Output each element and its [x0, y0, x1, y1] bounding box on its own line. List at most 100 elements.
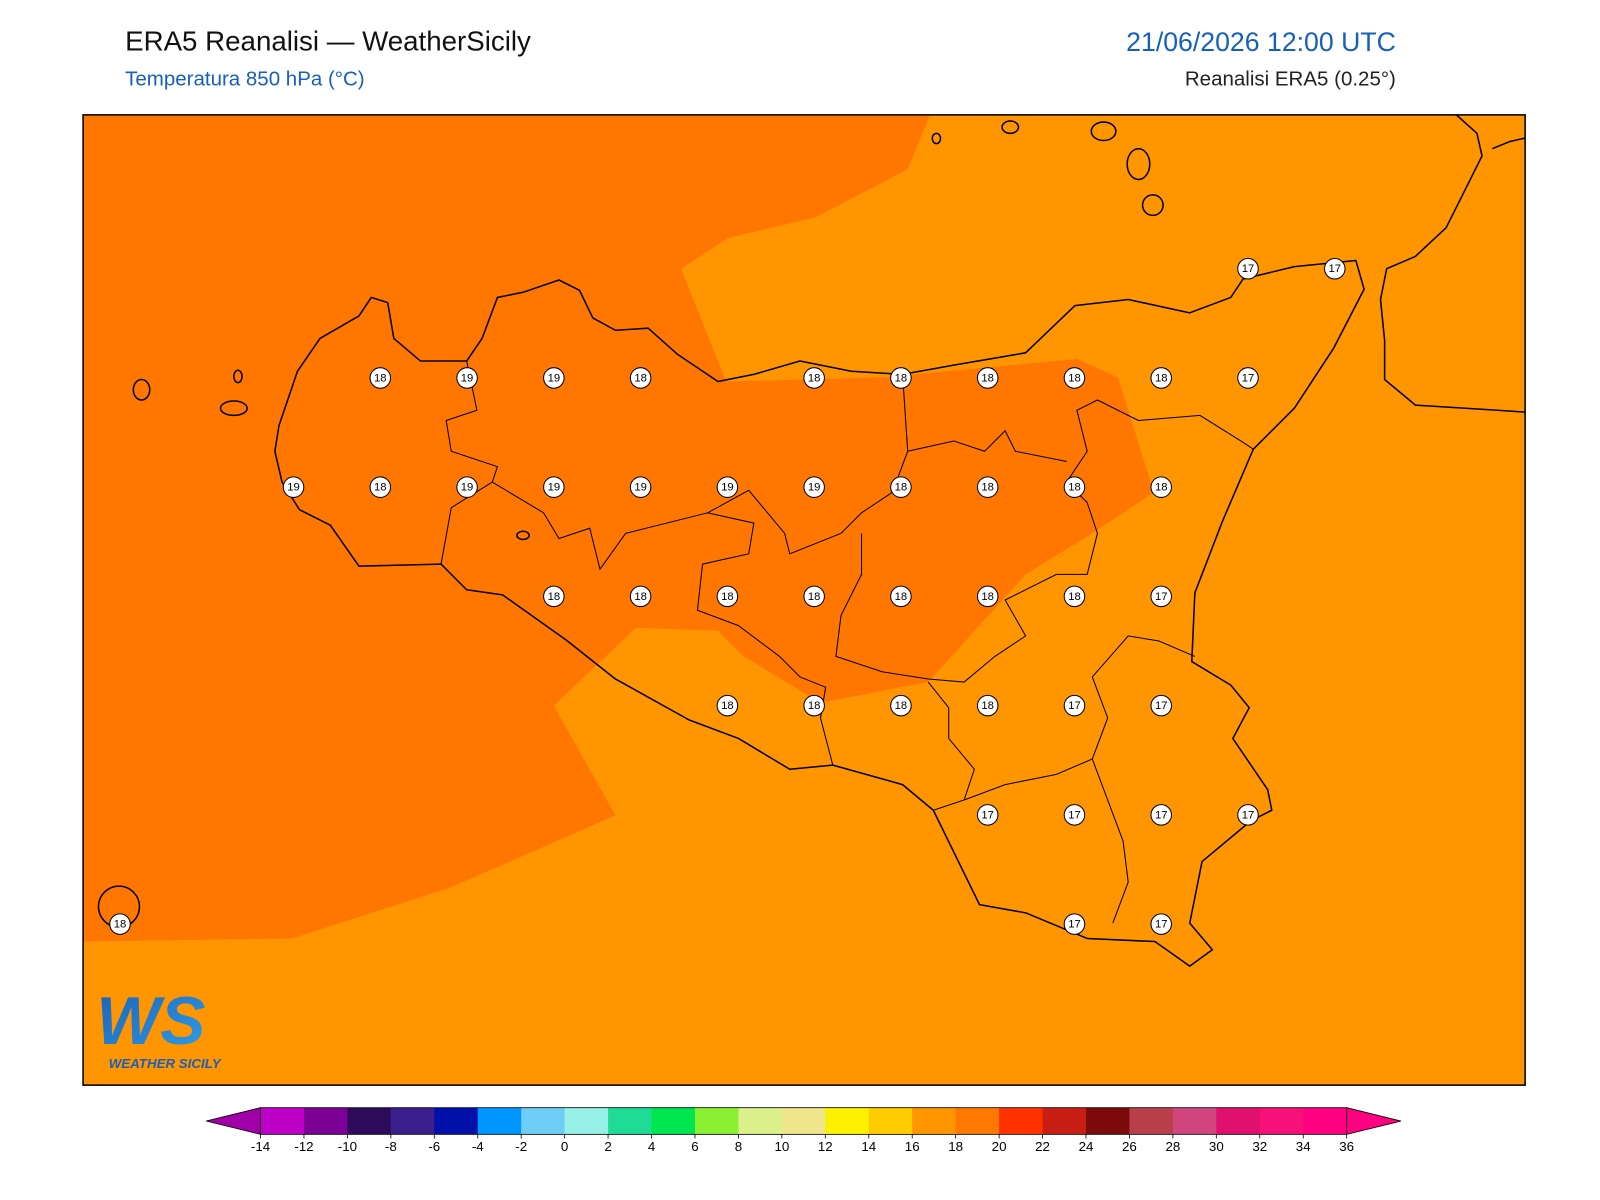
- station-value: 19: [548, 482, 561, 494]
- station-marker: [1063, 913, 1086, 935]
- colorbar-segment: [390, 1107, 435, 1135]
- colorbar-tick-label: -8: [385, 1139, 397, 1154]
- station-value: 18: [808, 591, 821, 603]
- station-value: 18: [1068, 372, 1081, 384]
- station-marker: [1063, 804, 1086, 826]
- station-marker: [1150, 694, 1172, 717]
- station-value: 18: [634, 372, 647, 384]
- station-marker: [976, 585, 999, 608]
- colorbar-tick-label: 0: [561, 1139, 568, 1154]
- colorbar-tick-label: 4: [648, 1139, 656, 1154]
- colorbar-tick-label: 14: [861, 1139, 876, 1154]
- station-value: 18: [895, 591, 908, 603]
- colorbar-segment: [781, 1107, 826, 1135]
- colorbar-tick-label: -14: [251, 1139, 271, 1154]
- station-value: 18: [721, 700, 734, 712]
- station-marker: [1237, 367, 1259, 389]
- colorbar-segment: [434, 1107, 479, 1135]
- colorbar: -14 -12 -10 -8 -6 -4 -2 0 2 4 6 8 10 12 14 16 18 20 22 24 26…: [206, 1107, 1402, 1154]
- station-value: 18: [895, 700, 908, 712]
- colorbar-tick-label: 32: [1252, 1139, 1267, 1154]
- station-value: 17: [1155, 919, 1168, 931]
- station-marker: [890, 367, 912, 389]
- station-marker: [716, 476, 739, 498]
- station-marker: [890, 476, 912, 498]
- sicily-coast: [274, 259, 1365, 967]
- station-marker: [456, 476, 478, 498]
- colorbar-over: [1346, 1107, 1402, 1135]
- colorbar-segment: [477, 1107, 522, 1135]
- colorbar-tick-label: 20: [992, 1139, 1007, 1154]
- station-value: 18: [808, 700, 821, 712]
- colorbar-segment: [521, 1107, 566, 1135]
- station-marker: [629, 585, 652, 608]
- station-value: 19: [287, 482, 300, 494]
- station-value: 18: [374, 482, 387, 494]
- station-marker: [890, 585, 912, 608]
- colorbar-segment: [564, 1107, 609, 1135]
- station-marker: [543, 585, 565, 608]
- station-marker: [1150, 804, 1172, 826]
- colorbar-segment: [303, 1107, 348, 1135]
- colorbar-tick-label: 26: [1122, 1139, 1137, 1154]
- colorbar-tick-label: 10: [774, 1139, 789, 1154]
- logo: WS WEATHER SICILY: [96, 984, 221, 1071]
- calabria-coast: [1492, 137, 1526, 150]
- station-marker: [803, 476, 825, 498]
- station-marker: [543, 476, 565, 498]
- station-value: 18: [1068, 482, 1081, 494]
- station-marker: [803, 585, 825, 608]
- station-marker: [629, 476, 652, 498]
- station-marker: [369, 476, 392, 498]
- station-value: 18: [721, 591, 734, 603]
- colorbar-segment: [347, 1107, 392, 1135]
- colorbar-under: [206, 1107, 261, 1135]
- station-value: 17: [1068, 919, 1081, 931]
- station-value: 18: [981, 591, 994, 603]
- station-marker: [1063, 367, 1086, 389]
- colorbar-segment: [825, 1107, 870, 1135]
- colorbar-segment: [1216, 1107, 1261, 1135]
- colorbar-segment: [912, 1107, 957, 1135]
- colorbar-tick-label: 18: [948, 1139, 963, 1154]
- station-value: 17: [1242, 372, 1255, 384]
- station-marker: [803, 694, 825, 717]
- station-value: 18: [114, 919, 127, 931]
- station-marker: [716, 694, 739, 717]
- station-value: 18: [981, 700, 994, 712]
- map-frame: [82, 114, 1526, 1086]
- colorbar-segment: [651, 1107, 696, 1135]
- station-marker: [1063, 476, 1086, 498]
- station-marker: [1150, 476, 1172, 498]
- colorbar-segment: [1085, 1107, 1130, 1135]
- station-value: 18: [895, 372, 908, 384]
- colorbar-segment: [1303, 1107, 1348, 1135]
- station-value: 17: [981, 809, 994, 821]
- colorbar-tick-label: 22: [1035, 1139, 1050, 1154]
- station-value: 17: [1242, 263, 1255, 275]
- colorbar-segment: [1259, 1107, 1304, 1135]
- station-value: 19: [461, 372, 474, 384]
- colorbar-tick-label: -6: [428, 1139, 440, 1154]
- colorbar-tick-label: 8: [735, 1139, 742, 1154]
- colorbar-tick-label: 30: [1209, 1139, 1224, 1154]
- station-marker: [1324, 257, 1346, 280]
- colorbar-tick-label: 2: [604, 1139, 611, 1154]
- station-marker: [1150, 585, 1172, 608]
- colorbar-segment: [955, 1107, 1000, 1135]
- calabria-coast: [1379, 114, 1526, 413]
- station-marker: [109, 913, 131, 935]
- colorbar-segment: [608, 1107, 653, 1135]
- colorbar-segment: [868, 1107, 913, 1135]
- islands: [97, 120, 1164, 928]
- station-value: 19: [634, 482, 647, 494]
- station-marker: [1063, 694, 1086, 717]
- station-labels: 17 17 18 19 19 18 18 18 18 18 18 17 19 18 19 19 19 19 19 18…: [109, 257, 1346, 935]
- colorbar-segment: [1172, 1107, 1217, 1135]
- station-marker: [456, 367, 478, 389]
- station-value: 17: [1155, 591, 1168, 603]
- station-value: 18: [1155, 372, 1168, 384]
- station-value: 18: [1155, 482, 1168, 494]
